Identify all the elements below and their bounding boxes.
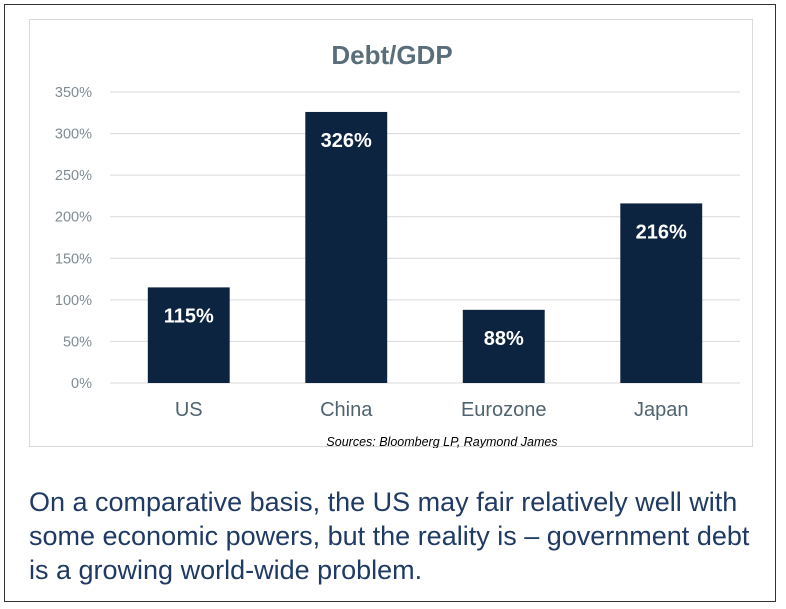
bar-japan xyxy=(620,203,703,383)
bars xyxy=(147,111,703,383)
category-label: Eurozone xyxy=(461,399,547,421)
chart-title: Debt/GDP xyxy=(331,40,452,70)
category-label: Japan xyxy=(634,399,689,421)
y-tick-label: 150% xyxy=(55,251,92,267)
bar-china xyxy=(305,111,388,383)
source-note: Sources: Bloomberg LP, Raymond James xyxy=(326,435,557,448)
data-label: 115% xyxy=(164,305,214,327)
y-tick-label: 50% xyxy=(63,334,92,350)
y-tick-label: 200% xyxy=(55,210,92,226)
data-label: 326% xyxy=(321,130,372,152)
category-label: US xyxy=(175,399,203,421)
data-label: 88% xyxy=(484,328,524,350)
bar-eurozone xyxy=(462,309,545,383)
category-label: China xyxy=(320,399,373,421)
caption-text: On a comparative basis, the US may fair … xyxy=(29,487,750,585)
bar-us xyxy=(147,287,230,383)
y-tick-label: 0% xyxy=(71,376,92,392)
y-tick-label: 350% xyxy=(55,85,92,101)
y-tick-label: 100% xyxy=(55,293,92,309)
y-tick-label: 250% xyxy=(55,168,92,184)
data-label: 216% xyxy=(636,221,687,243)
y-axis-ticks: 0% 50% 100% 150% 200% 250% 300% 350% xyxy=(55,85,92,392)
chart-panel: Debt/GDP 0% 50% 100% 150% 200% 250% 300% 350% 1… xyxy=(29,19,753,448)
debt-gdp-chart: Debt/GDP 0% 50% 100% 150% 200% 250% 300% 350% 1… xyxy=(55,40,740,448)
data-labels: 115% 326% 88% 216% xyxy=(164,130,687,350)
slide-frame: Debt/GDP 0% 50% 100% 150% 200% 250% 300% 350% 1… xyxy=(4,4,776,602)
y-tick-label: 300% xyxy=(55,127,92,143)
x-axis-categories: US China Eurozone Japan xyxy=(175,399,689,421)
